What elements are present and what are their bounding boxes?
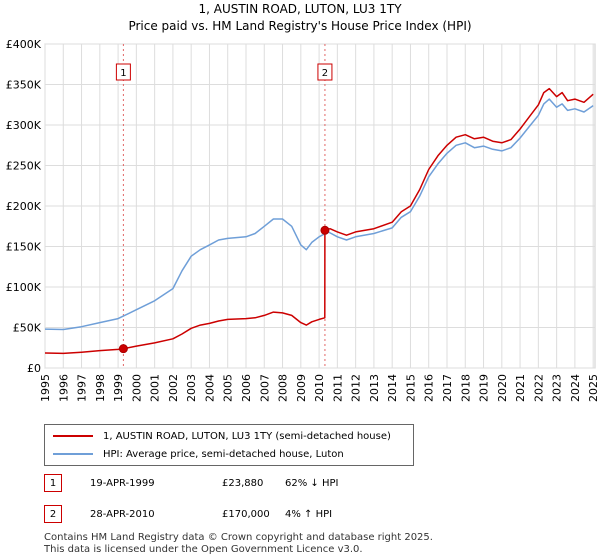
x-tick-label: 2019 xyxy=(478,374,491,402)
x-tick-label: 1998 xyxy=(94,374,107,402)
x-tick-label: 2014 xyxy=(386,374,399,402)
transaction-price: £170,000 xyxy=(222,508,270,520)
x-tick-label: 2003 xyxy=(185,374,198,402)
y-tick-label: £0 xyxy=(27,362,41,375)
footer-copyright: Contains HM Land Registry data © Crown c… xyxy=(44,532,433,543)
y-tick-label: £200K xyxy=(6,200,42,213)
x-tick-label: 2024 xyxy=(569,374,582,402)
transaction-hpi-delta: 62% ↓ HPI xyxy=(285,477,339,489)
y-tick-label: £250K xyxy=(6,160,42,173)
x-tick-label: 2025 xyxy=(587,374,600,402)
legend-item-property: 1, AUSTIN ROAD, LUTON, LU3 1TY (semi-det… xyxy=(53,428,391,444)
x-tick-label: 2007 xyxy=(258,374,271,402)
y-tick-label: £150K xyxy=(6,241,42,254)
chart-title: 1, AUSTIN ROAD, LUTON, LU3 1TY xyxy=(198,2,402,16)
x-tick-label: 2008 xyxy=(277,374,290,402)
x-tick-label: 2020 xyxy=(496,374,509,402)
transaction-number-badge: 2 xyxy=(44,505,62,523)
x-tick-label: 2015 xyxy=(404,374,417,402)
x-tick-label: 2001 xyxy=(149,374,162,402)
x-tick-label: 2006 xyxy=(240,374,253,402)
x-tick-label: 2000 xyxy=(130,374,143,402)
x-tick-label: 2002 xyxy=(167,374,180,402)
sale-marker-number: 1 xyxy=(120,68,126,79)
sale-point xyxy=(320,225,330,235)
legend: 1, AUSTIN ROAD, LUTON, LU3 1TY (semi-det… xyxy=(44,424,414,466)
x-tick-label: 2004 xyxy=(203,374,216,402)
sale-marker-badge xyxy=(317,63,333,81)
x-tick-label: 2018 xyxy=(459,374,472,402)
hpi-line xyxy=(44,98,594,331)
x-tick-label: 2005 xyxy=(222,374,235,402)
transaction-price: £23,880 xyxy=(222,477,264,489)
sale-point xyxy=(118,344,128,354)
transaction-date: 19-APR-1999 xyxy=(90,477,155,489)
y-tick-label: £50K xyxy=(13,322,42,335)
y-tick-label: £300K xyxy=(6,119,42,132)
legend-item-hpi: HPI: Average price, semi-detached house,… xyxy=(53,446,344,462)
x-tick-label: 1997 xyxy=(76,374,89,402)
x-tick-label: 2010 xyxy=(313,374,326,402)
legend-line-hpi xyxy=(53,453,93,455)
y-tick-label: £400K xyxy=(6,38,42,51)
y-tick-label: £350K xyxy=(6,79,42,92)
sale-marker-number: 2 xyxy=(322,68,328,79)
legend-label-property: 1, AUSTIN ROAD, LUTON, LU3 1TY (semi-det… xyxy=(103,430,391,442)
sale-marker-badge xyxy=(115,63,131,81)
y-tick-label: £100K xyxy=(6,281,42,294)
x-tick-label: 2016 xyxy=(423,374,436,402)
x-tick-label: 2011 xyxy=(331,374,344,402)
legend-line-property xyxy=(53,435,93,437)
x-tick-label: 1996 xyxy=(57,374,70,402)
transaction-hpi-delta: 4% ↑ HPI xyxy=(285,508,333,520)
price-chart: £0 £50K £100K £150K £200K £250K £300K £350K £400… xyxy=(6,38,600,402)
x-tick-label: 2012 xyxy=(350,374,363,402)
x-tick-label: 2013 xyxy=(368,374,381,402)
legend-label-hpi: HPI: Average price, semi-detached house,… xyxy=(103,448,344,460)
chart-subtitle: Price paid vs. HM Land Registry's House … xyxy=(128,19,472,33)
footer-licence: This data is licensed under the Open Gov… xyxy=(44,544,363,555)
x-tick-label: 1995 xyxy=(39,374,52,402)
x-tick-label: 2009 xyxy=(295,374,308,402)
x-tick-label: 1999 xyxy=(112,374,125,402)
property-price-line xyxy=(44,87,594,355)
x-tick-label: 2021 xyxy=(514,374,527,402)
transaction-number-badge: 1 xyxy=(44,474,62,492)
transaction-date: 28-APR-2010 xyxy=(90,508,155,520)
x-tick-label: 2022 xyxy=(532,374,545,402)
x-tick-label: 2023 xyxy=(551,374,564,402)
x-tick-label: 2017 xyxy=(441,374,454,402)
